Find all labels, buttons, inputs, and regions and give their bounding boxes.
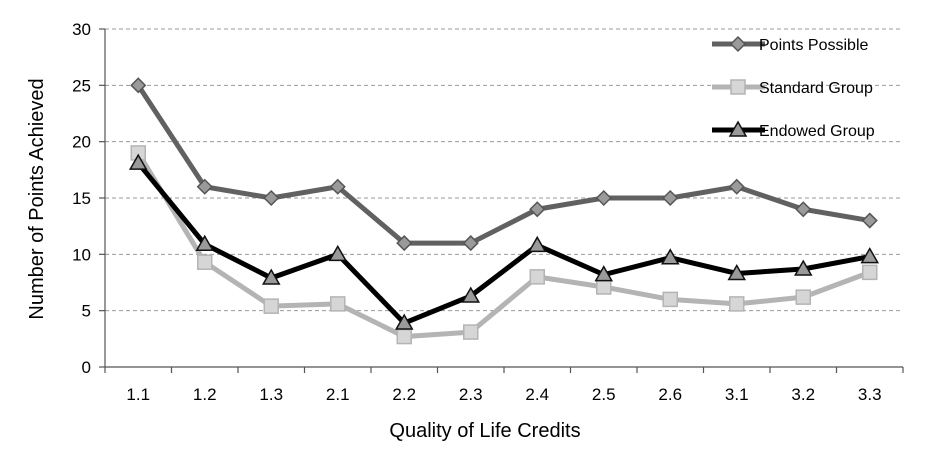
square-marker bbox=[263, 298, 279, 314]
square-marker bbox=[795, 289, 811, 305]
y-tick-label: 20 bbox=[72, 133, 91, 152]
diamond-marker bbox=[329, 178, 346, 195]
x-tick-label: 3.3 bbox=[858, 385, 882, 404]
triangle-marker bbox=[461, 286, 481, 303]
axes bbox=[99, 28, 904, 373]
series-group bbox=[130, 145, 878, 345]
diamond-marker bbox=[196, 178, 213, 195]
x-tick-label: 2.6 bbox=[658, 385, 682, 404]
diamond-marker bbox=[662, 189, 679, 207]
series-line bbox=[136, 161, 871, 326]
y-tick-labels: 0 5 10 15 20 25 30 bbox=[72, 20, 91, 377]
square-marker bbox=[396, 328, 412, 345]
diamond-marker bbox=[462, 235, 479, 252]
diamond-marker bbox=[595, 189, 612, 207]
triangle-marker bbox=[860, 247, 880, 264]
legend-label: Endowed Group bbox=[759, 123, 875, 140]
square-marker bbox=[862, 264, 878, 281]
x-tick-label: 1.3 bbox=[259, 385, 283, 404]
x-tick-label: 2.5 bbox=[592, 385, 616, 404]
y-tick-label: 30 bbox=[72, 20, 91, 39]
x-tick-label: 3.2 bbox=[791, 385, 815, 404]
triangle-marker bbox=[793, 259, 813, 276]
triangle-marker bbox=[527, 235, 547, 253]
legend-label: Standard Group bbox=[759, 80, 873, 97]
triangle-marker bbox=[727, 263, 747, 281]
series-line bbox=[136, 151, 871, 340]
x-tick-label: 1.1 bbox=[126, 385, 150, 404]
diamond-marker bbox=[396, 235, 413, 252]
triangle-marker bbox=[394, 313, 414, 330]
triangle-marker bbox=[594, 265, 614, 282]
x-tick-label: 1.2 bbox=[193, 385, 217, 404]
x-tick-labels: 1.1 1.2 1.3 2.1 2.2 2.3 2.4 2.5 2.6 3.1 3.2 3.3 bbox=[126, 385, 881, 404]
diamond-marker bbox=[861, 212, 878, 229]
series-group bbox=[130, 77, 878, 252]
diamond-marker bbox=[130, 77, 147, 94]
x-tick-label: 2.3 bbox=[459, 385, 483, 404]
triangle-marker bbox=[261, 268, 281, 285]
diamond-marker bbox=[795, 201, 812, 218]
square-marker bbox=[729, 296, 745, 312]
square-marker bbox=[330, 296, 346, 312]
y-tick-label: 0 bbox=[82, 358, 91, 377]
square-marker bbox=[662, 291, 678, 308]
series-group bbox=[128, 153, 880, 330]
diamond-marker bbox=[729, 35, 747, 53]
series bbox=[128, 77, 880, 345]
legend: Points Possible Standard Group Endowed Gro… bbox=[712, 35, 875, 140]
diamond-marker bbox=[529, 201, 546, 218]
x-tick-label: 3.1 bbox=[725, 385, 749, 404]
triangle-marker bbox=[328, 244, 348, 262]
y-axis-title: Number of Points Achieved bbox=[26, 78, 48, 319]
x-tick-label: 2.2 bbox=[392, 385, 416, 404]
square-marker bbox=[730, 79, 746, 95]
grid-lines bbox=[105, 28, 903, 312]
series-line bbox=[136, 83, 871, 246]
x-axis-title: Quality of Life Credits bbox=[389, 420, 580, 442]
diamond-marker bbox=[263, 189, 280, 207]
y-tick-label: 25 bbox=[72, 76, 91, 95]
square-marker bbox=[596, 279, 612, 295]
triangle-marker bbox=[728, 120, 748, 137]
diamond-marker bbox=[728, 178, 745, 195]
legend-label: Points Possible bbox=[759, 37, 868, 54]
square-marker bbox=[529, 269, 545, 285]
square-marker bbox=[463, 324, 479, 340]
triangle-marker bbox=[195, 234, 215, 251]
y-tick-label: 15 bbox=[72, 189, 91, 208]
y-tick-label: 10 bbox=[72, 245, 91, 264]
x-tick-label: 2.4 bbox=[525, 385, 549, 404]
x-tick-label: 2.1 bbox=[326, 385, 350, 404]
square-marker bbox=[197, 254, 213, 270]
y-tick-label: 5 bbox=[82, 302, 91, 321]
triangle-marker bbox=[128, 153, 148, 170]
triangle-marker bbox=[660, 248, 680, 265]
